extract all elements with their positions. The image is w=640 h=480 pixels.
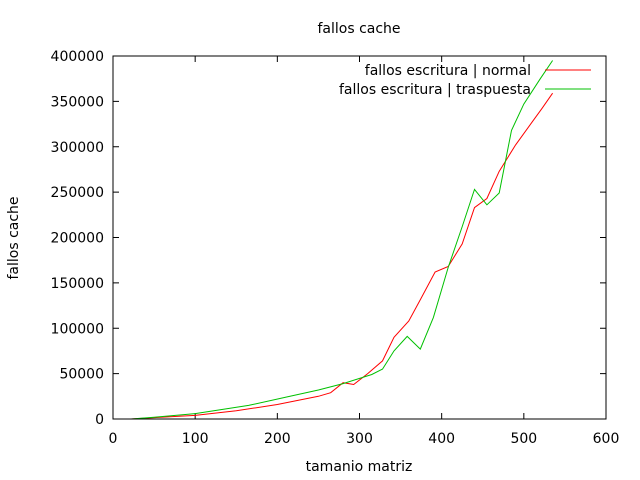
plot-frame	[112, 55, 607, 420]
axis-ticks: 0 100 200 300 400 500 600 0 50000 100000 150000 200…	[51, 49, 620, 447]
series-lines	[131, 60, 554, 420]
chart-title: fallos cache	[317, 21, 400, 37]
x-tick-label: 200	[264, 431, 291, 447]
x-tick-label: 400	[428, 431, 455, 447]
y-tick-label: 50000	[59, 367, 104, 383]
legend-label-2: fallos escritura | traspuesta	[339, 82, 531, 98]
y-tick-label: 250000	[51, 185, 104, 201]
y-tick-label: 300000	[51, 140, 104, 156]
y-tick-label: 400000	[51, 49, 104, 65]
legend-label-1: fallos escritura | normal	[365, 63, 531, 79]
y-tick-label: 0	[95, 412, 104, 428]
x-tick-label: 300	[346, 431, 373, 447]
y-tick-label: 100000	[51, 321, 104, 337]
x-axis-label: tamanio matriz	[306, 459, 413, 475]
series-line-2	[131, 60, 554, 420]
x-tick-label: 0	[109, 431, 118, 447]
legend: fallos escritura | normal fallos escritur…	[339, 63, 591, 98]
y-tick-label: 200000	[51, 231, 104, 247]
x-tick-label: 100	[182, 431, 209, 447]
y-axis-label: fallos cache	[6, 196, 22, 279]
series-line-1	[131, 92, 554, 420]
x-tick-label: 500	[510, 431, 537, 447]
x-tick-label: 600	[593, 431, 620, 447]
y-tick-label: 350000	[51, 94, 104, 110]
y-tick-label: 150000	[51, 276, 104, 292]
